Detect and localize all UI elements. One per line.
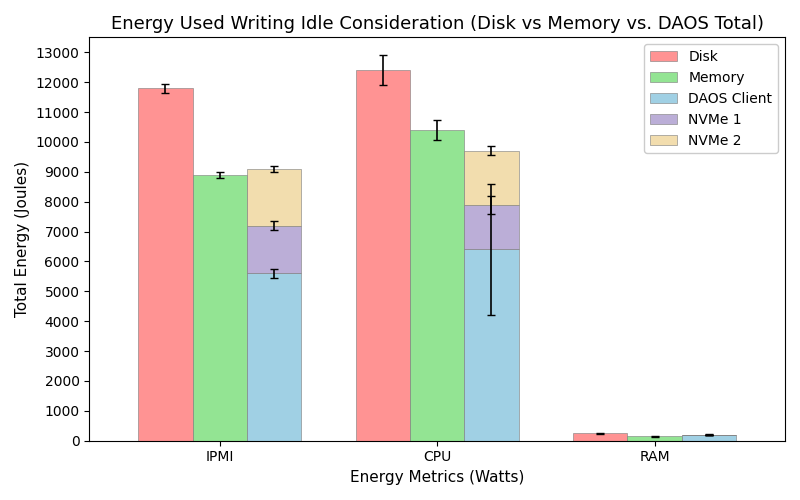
Bar [573,434,627,440]
Bar [410,130,464,440]
Legend: Disk, Memory, DAOS Client, NVMe 1, NVMe 2: Disk, Memory, DAOS Client, NVMe 1, NVMe … [644,44,778,153]
Bar [356,70,410,440]
Y-axis label: Total Energy (Joules): Total Energy (Joules) [15,161,30,317]
Bar [627,436,682,440]
Bar [138,88,193,441]
X-axis label: Energy Metrics (Watts): Energy Metrics (Watts) [350,470,524,485]
Bar [193,175,247,440]
Bar [247,169,302,226]
Bar [247,274,302,440]
Bar [464,250,518,440]
Title: Energy Used Writing Idle Consideration (Disk vs Memory vs. DAOS Total): Energy Used Writing Idle Consideration (… [110,15,764,33]
Bar [682,434,736,440]
Bar [464,204,518,250]
Bar [464,151,518,204]
Bar [247,226,302,274]
